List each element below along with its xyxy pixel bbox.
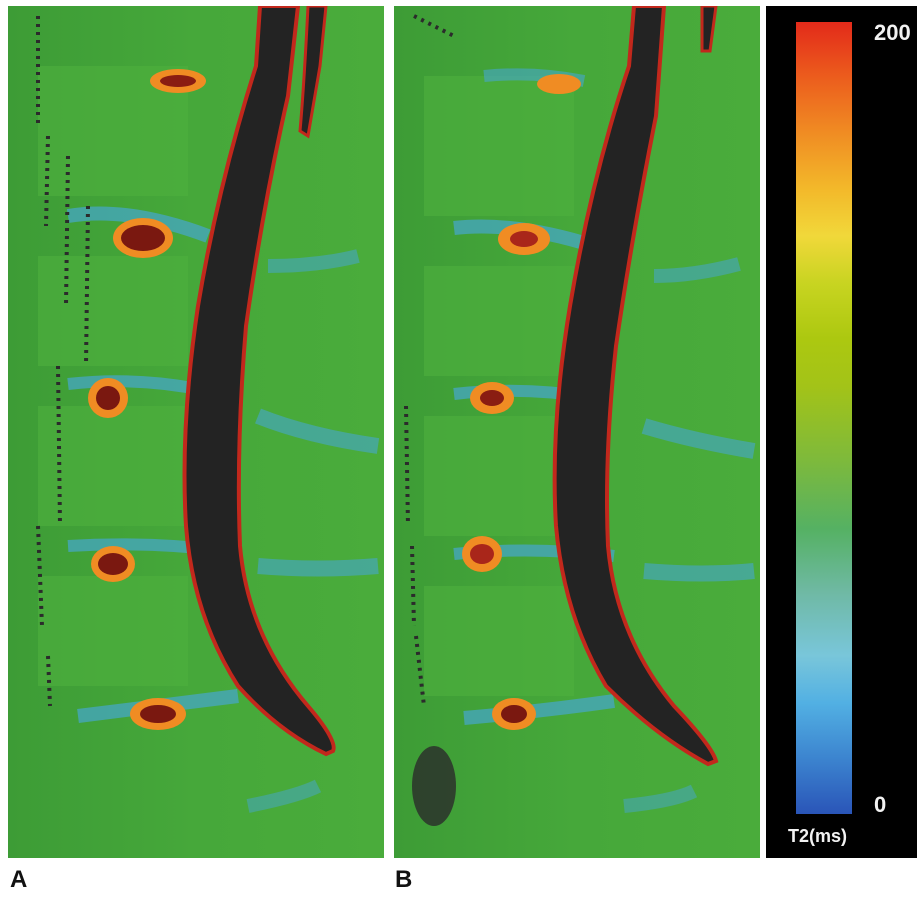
t2-map-image-a (8, 6, 384, 858)
panel-label-b: B (395, 866, 413, 893)
colorbar-gradient (796, 22, 852, 814)
colorbar-unit-label: T2(ms) (788, 826, 848, 846)
t2-map-image-b (394, 6, 760, 858)
t2-map-panel-a (8, 6, 384, 858)
t2-map-panel-b (394, 6, 760, 858)
panel-label-a: A (10, 866, 28, 893)
colorbar: 200 0 T2(ms) (766, 6, 917, 858)
colorbar-min-label: 0 (874, 792, 887, 817)
colorbar-max-label: 200 (874, 20, 911, 45)
